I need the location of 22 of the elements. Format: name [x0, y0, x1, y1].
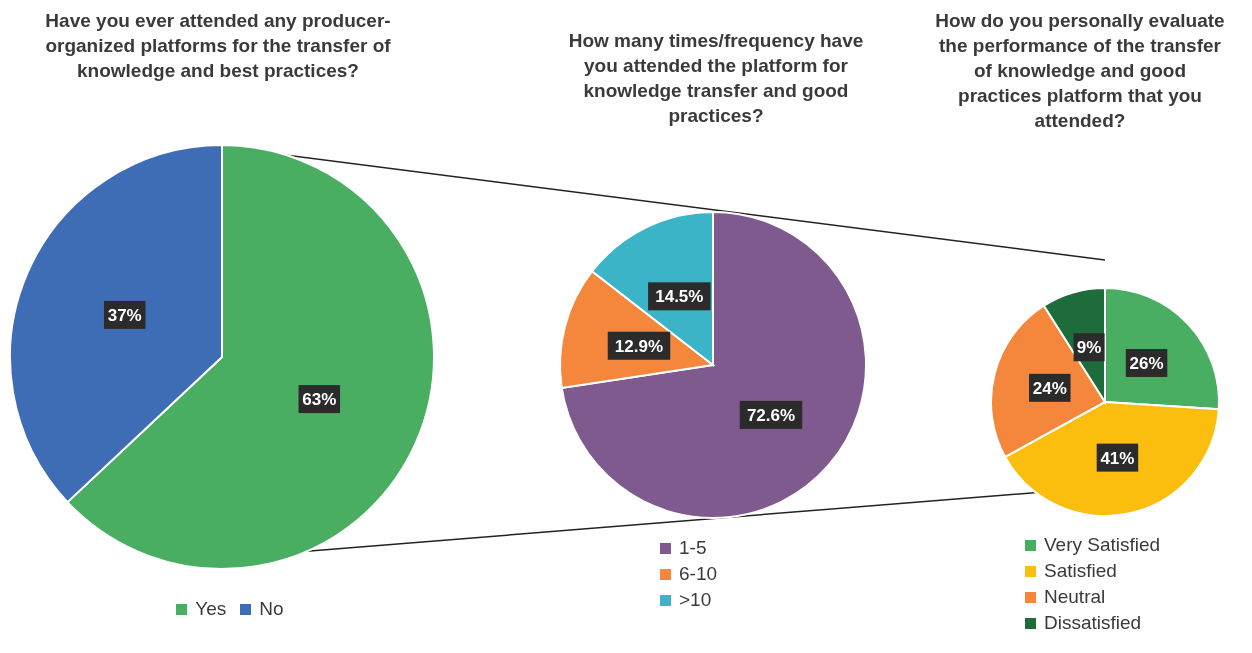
- legend-label: Dissatisfied: [1044, 612, 1142, 634]
- pie-slice: [560, 211, 867, 519]
- data-label: 26%: [1129, 353, 1164, 373]
- legend-label: Yes: [195, 598, 227, 620]
- data-label: 24%: [1032, 378, 1067, 398]
- data-label: 63%: [302, 390, 337, 410]
- data-label: 9%: [1076, 338, 1102, 358]
- chart-title: Have you ever attended any producer-organized platforms for the transfer of knowledge and best practices?: [44, 9, 392, 83]
- legend-label: Very Satisfied: [1044, 534, 1161, 556]
- legend-label: Satisfied: [1044, 560, 1117, 582]
- data-label: 12.9%: [614, 336, 664, 356]
- data-label: 14.5%: [655, 287, 704, 307]
- legend-label: 6-10: [679, 563, 718, 585]
- legend-label: 1-5: [679, 537, 707, 559]
- legend-label: No: [259, 598, 284, 620]
- chart-title: How many times/frequency have you attended the platform for knowledge transfer and good practices?: [567, 29, 865, 128]
- data-label: 41%: [1100, 448, 1135, 468]
- legend-label: >10: [679, 589, 712, 611]
- data-label: 37%: [107, 305, 142, 325]
- legend-label: Neutral: [1044, 586, 1106, 608]
- data-label: 72.6%: [746, 405, 796, 425]
- chart-title: How do you personally evaluate the performance of the transfer of knowledge and good practices platform that you attended?: [934, 9, 1226, 133]
